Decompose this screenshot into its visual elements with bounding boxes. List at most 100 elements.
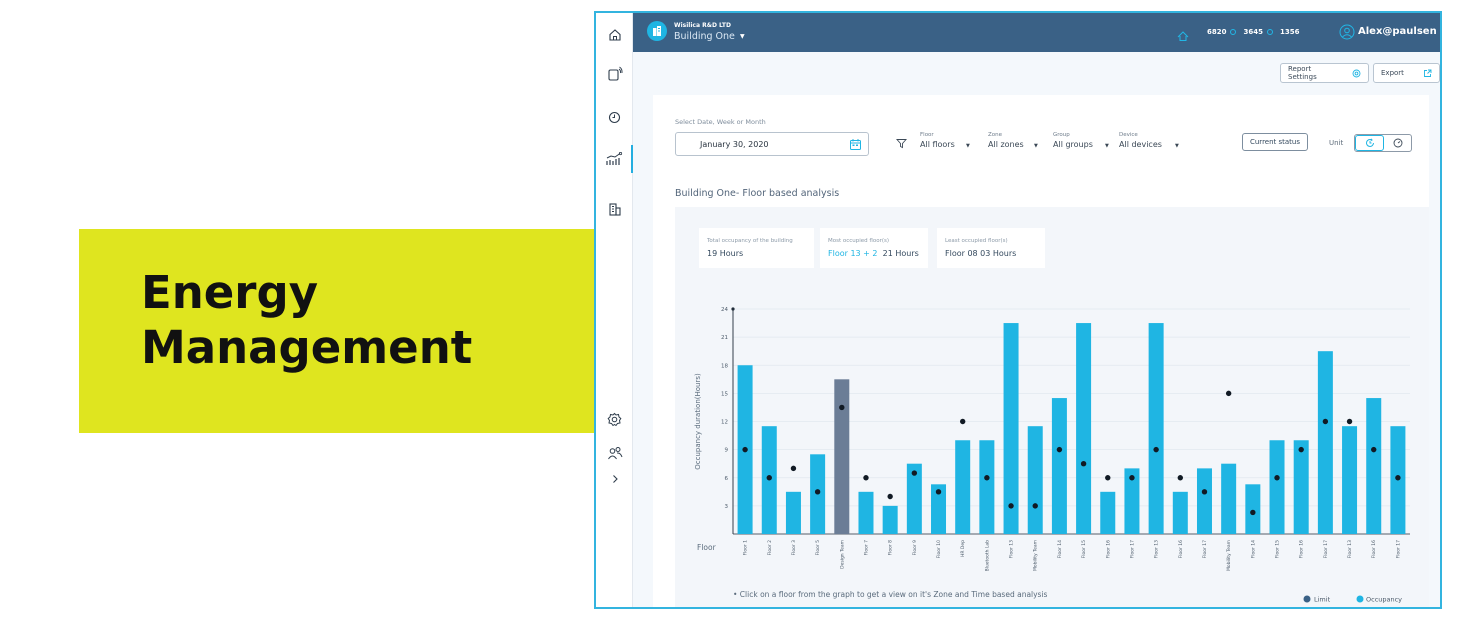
users-icon[interactable] <box>596 439 633 467</box>
summary-most-hours: 21 Hours <box>882 249 919 258</box>
export-button[interactable]: Export <box>1373 63 1440 83</box>
x-tick-label: Floor 17 <box>1395 540 1401 558</box>
limit-point <box>1032 503 1038 509</box>
summary-least-card: Least occupied floor(s) Floor 08 03 Hour… <box>937 228 1045 268</box>
x-tick-label: Floor 15 <box>1081 540 1087 558</box>
occupancy-chart[interactable]: 3 6 9 12 15 18 21 24 Occupancy duration(Hours) Fl… <box>675 207 1429 609</box>
filter-icon[interactable] <box>896 138 907 149</box>
chart-note: • Click on a floor from the graph to get… <box>733 590 1048 599</box>
limit-point <box>1274 475 1280 481</box>
occupancy-bar[interactable] <box>1148 323 1164 534</box>
x-axis-title: Floor <box>697 543 717 552</box>
device-stats: 6820 3645 1356 <box>1207 28 1299 36</box>
limit-point <box>1322 418 1329 425</box>
summary-total-card: Total occupancy of the building 19 Hours <box>699 228 814 268</box>
summary-total-value: 19 Hours <box>707 249 744 258</box>
user-avatar-icon[interactable] <box>1339 24 1355 44</box>
occupancy-bar[interactable] <box>955 440 971 534</box>
occupancy-bar[interactable] <box>1003 323 1019 534</box>
chevron-down-icon: ▼ <box>966 143 970 149</box>
occupancy-bar[interactable] <box>1196 468 1212 534</box>
chevron-down-icon: ▼ <box>1175 143 1179 149</box>
occupancy-bar[interactable] <box>1051 398 1067 534</box>
report-settings-button[interactable]: Report Settings <box>1280 63 1369 83</box>
gear-icon <box>1352 69 1361 77</box>
x-tick-label: Mobility Team <box>1226 540 1232 571</box>
occupancy-bar[interactable] <box>1293 440 1309 534</box>
summary-most-floor: Floor 13 + 2 <box>828 249 878 258</box>
occupancy-bar[interactable] <box>1076 323 1092 534</box>
unit-energy-option[interactable] <box>1384 135 1411 151</box>
legend-limit-marker <box>1303 595 1311 603</box>
limit-point <box>814 489 821 495</box>
limit-point <box>959 418 966 425</box>
clock-icon[interactable] <box>596 103 633 131</box>
occupancy-bar[interactable] <box>1366 398 1382 534</box>
device-filter-value: All devices <box>1119 140 1162 149</box>
external-link-icon <box>1424 69 1432 77</box>
legend-limit-label: Limit <box>1314 596 1331 604</box>
chevron-down-icon: ▼ <box>1105 143 1109 149</box>
x-tick-label: Floor 1 <box>743 540 749 556</box>
group-filter-label: Group <box>1053 132 1070 138</box>
occupancy-bar[interactable] <box>1221 463 1237 534</box>
building-icon[interactable] <box>596 195 633 223</box>
analytics-icon[interactable] <box>596 145 633 173</box>
limit-point <box>1371 446 1377 453</box>
occupancy-bar[interactable] <box>858 491 874 534</box>
analysis-panel: Select Date, Week or Month January 30, 2… <box>653 95 1429 609</box>
occupancy-bar[interactable] <box>882 505 898 534</box>
section-title: Building One- Floor based analysis <box>675 188 840 199</box>
unit-toggle[interactable] <box>1354 134 1412 152</box>
occupancy-bar[interactable] <box>1027 426 1043 534</box>
devices-icon[interactable] <box>596 60 633 88</box>
occupancy-bar[interactable] <box>785 491 801 534</box>
calendar-icon[interactable] <box>849 138 862 151</box>
y-tick-label: 12 <box>721 420 728 426</box>
chevron-right-icon[interactable] <box>596 465 633 493</box>
x-tick-label: Mobility Team <box>1033 540 1039 571</box>
occupancy-bar[interactable] <box>1172 491 1188 534</box>
x-tick-label: Design Team <box>839 540 845 569</box>
building-selector[interactable]: Building One <box>674 31 735 42</box>
home-icon[interactable] <box>596 21 633 49</box>
promo-title-line2: Management <box>141 321 473 374</box>
stat-total: 6820 <box>1207 28 1227 36</box>
unit-time-option[interactable] <box>1355 135 1384 151</box>
legend-occupancy-label: Occupancy <box>1366 596 1402 604</box>
occupancy-bar[interactable] <box>1245 484 1261 534</box>
summary-most-label: Most occupied floor(s) <box>828 238 890 244</box>
occupancy-bar[interactable] <box>1269 440 1285 534</box>
device-filter-label: Device <box>1119 132 1138 138</box>
occupancy-bar[interactable] <box>1124 468 1140 534</box>
summary-least-value: Floor 08 03 Hours <box>945 249 1017 258</box>
limit-point <box>1008 503 1014 509</box>
occupancy-bar[interactable] <box>1342 426 1358 534</box>
device-filter[interactable]: Device All devices ▼ <box>1119 132 1179 149</box>
limit-point <box>1250 509 1256 516</box>
settings-icon[interactable] <box>596 405 633 433</box>
current-status-button[interactable]: Current status <box>1242 133 1308 151</box>
zone-filter[interactable]: Zone All zones ▼ <box>988 132 1038 149</box>
date-label: Select Date, Week or Month <box>675 118 766 126</box>
limit-point <box>1153 446 1159 453</box>
occupancy-bar[interactable] <box>906 463 922 534</box>
group-filter[interactable]: Group All groups ▼ <box>1053 132 1109 149</box>
user-name[interactable]: Alex@paulsen <box>1358 26 1437 37</box>
occupancy-bar[interactable] <box>1317 351 1333 534</box>
x-tick-label: Floor 13 <box>1154 540 1160 558</box>
stat-on: 3645 <box>1243 28 1263 36</box>
ring-icon <box>1266 29 1273 35</box>
occupancy-bar[interactable] <box>1100 491 1116 534</box>
top-bar: Wisilica R&D LTD Building One ▼ 6820 364… <box>633 13 1440 52</box>
occupancy-bar[interactable] <box>931 484 947 534</box>
chevron-down-icon[interactable]: ▼ <box>740 33 745 40</box>
clock-refresh-icon <box>1365 138 1374 147</box>
app-window: Wisilica R&D LTD Building One ▼ 6820 364… <box>594 11 1442 609</box>
occupancy-bar[interactable] <box>834 379 850 534</box>
occupancy-bar[interactable] <box>979 440 995 534</box>
chart-area: Total occupancy of the building 19 Hours… <box>675 207 1429 609</box>
floor-filter[interactable]: Floor All floors ▼ <box>920 132 970 149</box>
x-tick-label: Floor 13 <box>1347 540 1353 558</box>
date-picker[interactable]: January 30, 2020 <box>675 132 869 156</box>
